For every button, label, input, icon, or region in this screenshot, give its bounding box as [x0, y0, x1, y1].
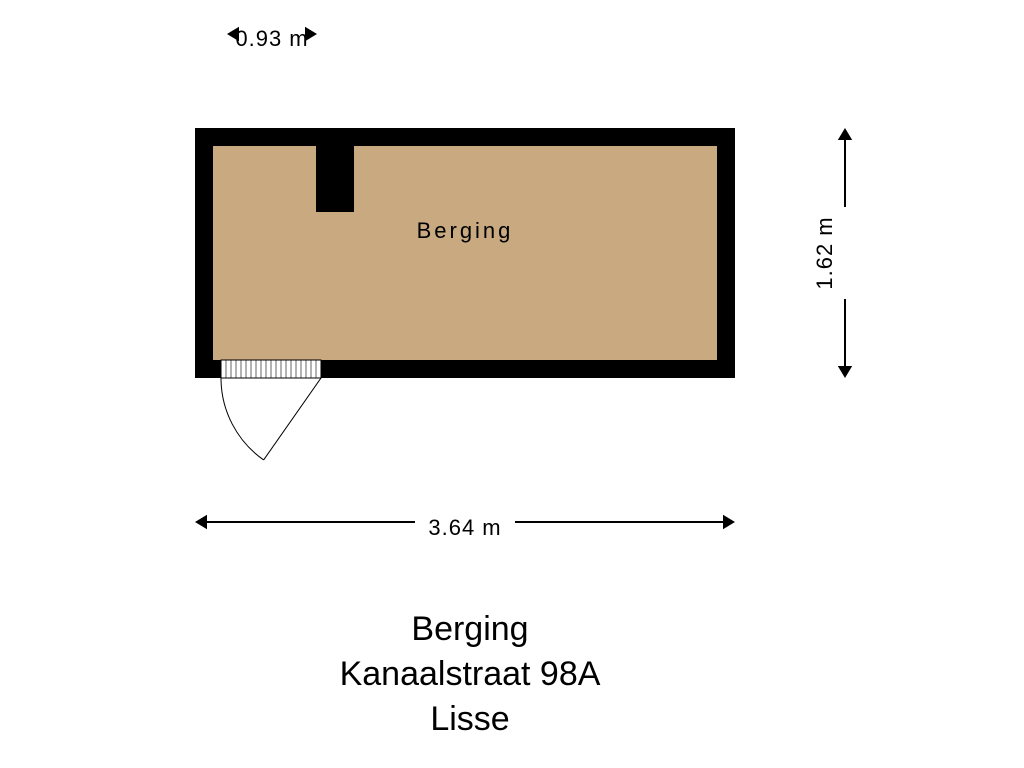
dimension-bottom: 3.64 m	[195, 515, 735, 540]
title-line3: Lisse	[430, 700, 509, 738]
dimension-right-label: 1.62 m	[812, 216, 837, 289]
room-label: Berging	[417, 218, 514, 243]
title-line2: Kanaalstraat 98A	[340, 655, 601, 693]
pillar	[316, 146, 354, 212]
door	[221, 360, 321, 460]
room-floor	[213, 146, 717, 360]
dimension-right: 1.62 m	[812, 128, 852, 378]
title-block: Berging Kanaalstraat 98A Lisse	[340, 610, 601, 738]
title-line1: Berging	[411, 610, 528, 648]
dimension-top-label: 0.93 m	[235, 26, 308, 51]
dimension-bottom-label: 3.64 m	[428, 515, 501, 540]
dimension-top: 0.93 m	[227, 26, 317, 51]
floorplan-canvas: Berging 0.93 m 1.62 m 3.64 m Berging Kanaalst…	[0, 0, 1024, 768]
